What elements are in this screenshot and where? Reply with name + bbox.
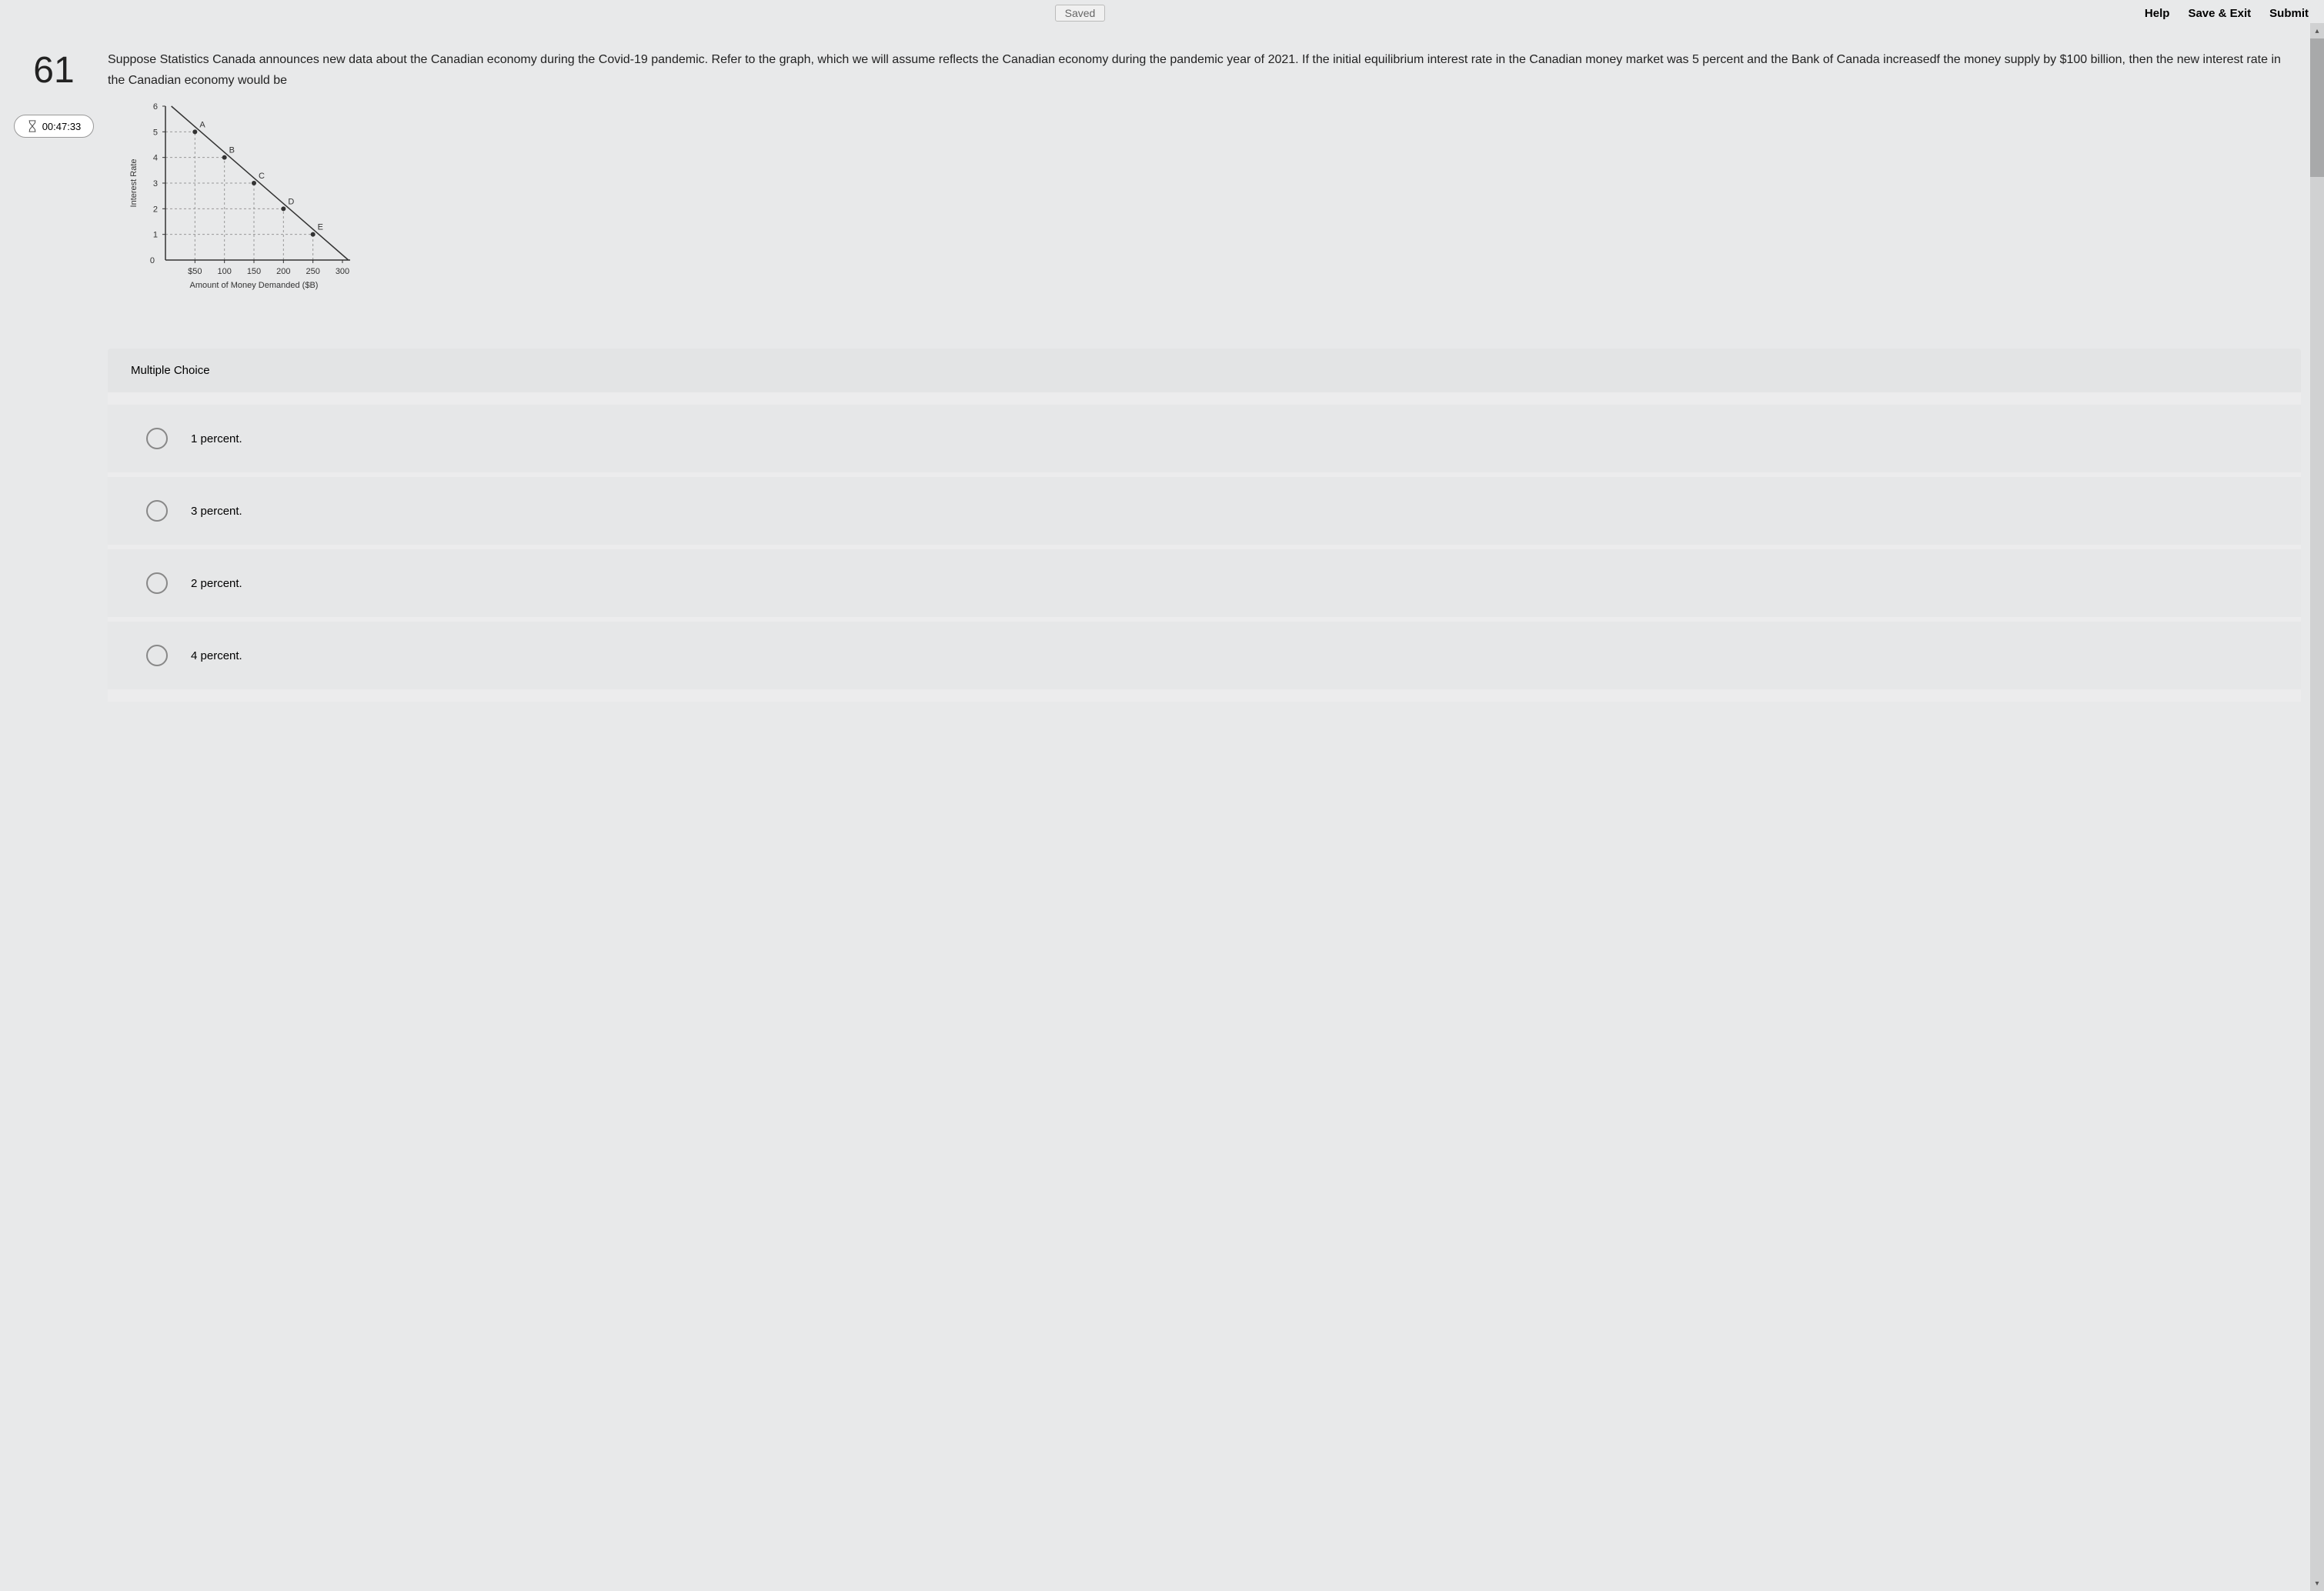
svg-text:3: 3 [153,179,158,188]
svg-text:100: 100 [217,267,231,276]
svg-text:6: 6 [153,102,158,112]
svg-text:E: E [318,223,323,232]
radio-circle[interactable] [146,572,168,594]
submit-link[interactable]: Submit [2269,7,2309,20]
mc-option-3[interactable]: 4 percent. [108,622,2301,689]
timer-pill: 00:47:33 [14,115,94,138]
svg-text:Amount of Money Demanded ($B): Amount of Money Demanded ($B) [190,281,319,290]
svg-text:B: B [229,146,235,155]
svg-text:5: 5 [153,128,158,138]
radio-circle[interactable] [146,500,168,522]
vertical-scrollbar[interactable]: ▴ ▾ [2310,23,2324,1591]
scroll-down-button[interactable]: ▾ [2310,1576,2324,1591]
mc-option-1[interactable]: 3 percent. [108,477,2301,545]
scroll-thumb[interactable] [2310,38,2324,177]
mc-header: Multiple Choice [108,349,2301,392]
svg-text:A: A [199,121,205,130]
main-container: 61 00:47:33 Suppose Statistics Canada an… [0,26,2324,717]
save-exit-link[interactable]: Save & Exit [2188,7,2251,20]
radio-circle[interactable] [146,645,168,666]
mc-option-2[interactable]: 2 percent. [108,549,2301,617]
question-text: Suppose Statistics Canada announces new … [108,49,2301,91]
saved-indicator: Saved [1055,5,1106,22]
svg-text:2: 2 [153,205,158,215]
left-column: 61 00:47:33 [0,42,108,702]
svg-text:Interest Rate: Interest Rate [129,159,139,208]
help-link[interactable]: Help [2145,7,2170,20]
svg-text:250: 250 [306,267,319,276]
multiple-choice-section: Multiple Choice 1 percent. 3 percent. 2 pe… [108,349,2301,702]
svg-text:0: 0 [150,256,155,265]
option-label: 1 percent. [191,432,242,445]
option-label: 4 percent. [191,649,242,662]
content-column: Suppose Statistics Canada announces new … [108,42,2301,702]
svg-text:C: C [259,172,265,181]
svg-text:4: 4 [153,154,158,163]
svg-text:300: 300 [336,267,349,276]
mc-options-list: 1 percent. 3 percent. 2 percent. 4 percent. [108,392,2301,702]
svg-text:D: D [288,198,294,207]
svg-text:150: 150 [247,267,261,276]
scroll-up-button[interactable]: ▴ [2310,23,2324,38]
hourglass-icon [27,120,38,132]
svg-text:200: 200 [276,267,290,276]
money-demand-chart: A B C D E 0 1 2 3 4 5 6 $50 100 150 200 250 300 Amount of … [123,98,2301,318]
radio-circle[interactable] [146,428,168,449]
mc-option-0[interactable]: 1 percent. [108,405,2301,472]
question-number: 61 [0,49,108,92]
svg-text:1: 1 [153,231,158,240]
option-label: 2 percent. [191,577,242,590]
svg-text:$50: $50 [188,267,202,276]
option-label: 3 percent. [191,505,242,518]
top-right-actions: Help Save & Exit Submit [2145,7,2309,20]
timer-text: 00:47:33 [42,121,82,132]
top-bar: Saved Help Save & Exit Submit [0,0,2324,26]
